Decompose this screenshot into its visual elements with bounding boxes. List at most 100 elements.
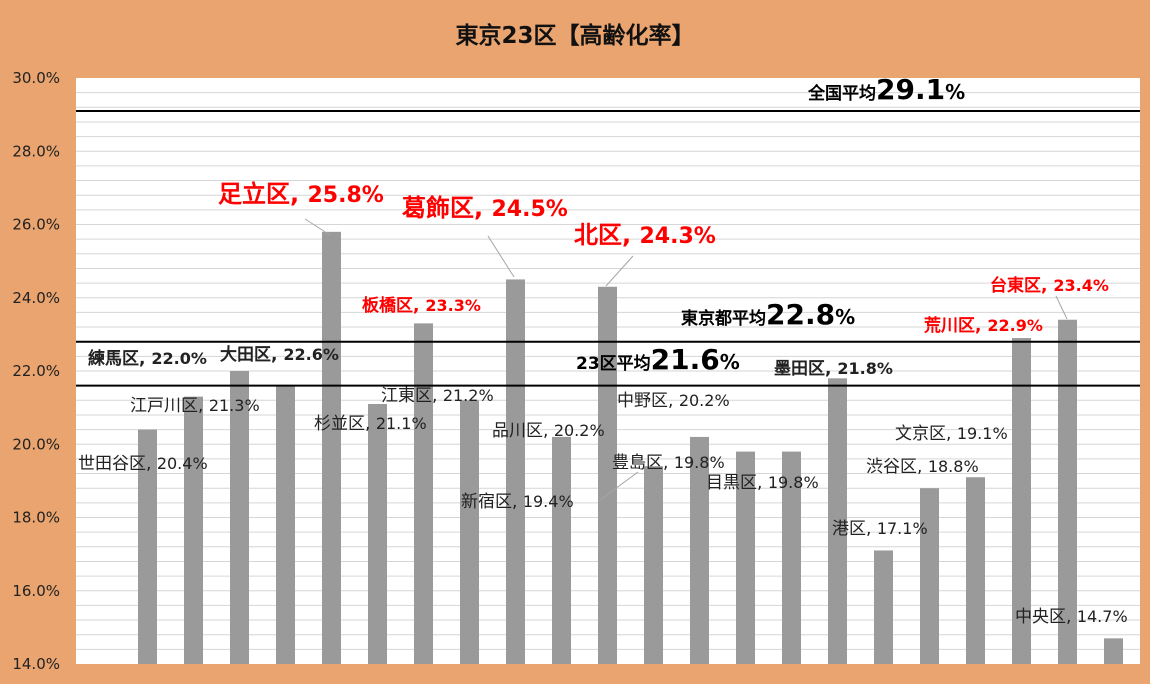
data-labels: 世田谷区, 20.4% 江戸川区, 21.3% 練馬区, 22.0% 大田区, 22.… <box>78 73 1128 627</box>
bar-北区 <box>598 286 617 664</box>
y-tick-label: 14.0% <box>12 655 60 673</box>
data-label-value: 23.4% <box>1053 276 1109 295</box>
data-label-name: 台東区, <box>990 275 1053 296</box>
data-label: 港区, 17.1% <box>832 519 928 539</box>
data-label: 江戸川区, 21.3% <box>130 396 260 416</box>
data-label-value: 21.1% <box>376 414 427 433</box>
data-label-name: 大田区, <box>220 344 283 365</box>
chart-title: 東京23区【高齢化率】 <box>455 22 694 49</box>
data-label-value: 20.2% <box>554 421 605 440</box>
data-label: 台東区, 23.4% <box>990 275 1109 296</box>
bar-練馬区 <box>230 371 249 664</box>
data-label-value: 20.2% <box>679 391 730 410</box>
y-tick-label: 30.0% <box>12 69 60 87</box>
bar-文京区 <box>966 477 985 664</box>
bar-品川区 <box>552 436 571 664</box>
data-label: 練馬区, 22.0% <box>88 348 207 369</box>
data-label-value: 22.0% <box>151 349 207 368</box>
data-label-value: 18.8% <box>928 457 979 476</box>
data-label: 文京区, 19.1% <box>895 424 1008 444</box>
reference-line-percent: % <box>945 80 965 104</box>
y-tick-label: 22.0% <box>12 362 60 380</box>
bar-板橋区 <box>414 323 433 664</box>
data-label-name: 渋谷区, <box>866 457 928 477</box>
data-label-value: 17.1% <box>877 519 928 538</box>
reference-line-label: 23区平均21.6% <box>576 343 740 376</box>
bar-中野区 <box>690 436 709 664</box>
data-label: 江東区, 21.2% <box>381 386 494 406</box>
reference-line-value: 21.6 <box>651 343 720 376</box>
reference-line-percent: % <box>720 350 740 374</box>
data-label-name: 江戸川区, <box>130 396 209 416</box>
reference-line-value: 29.1 <box>876 73 945 106</box>
reference-line-name: 全国平均 <box>807 83 876 104</box>
data-label-name: 板橋区, <box>362 295 425 316</box>
data-label-value: 19.1% <box>957 424 1008 443</box>
y-tick-label: 16.0% <box>12 582 60 600</box>
data-label-value: 14.7% <box>1077 607 1128 626</box>
data-label-name: 品川区, <box>492 421 554 441</box>
bar-港区 <box>874 550 893 664</box>
data-label-value: 20.4% <box>157 454 208 473</box>
data-label-value: 21.8% <box>837 359 893 378</box>
reference-lines <box>76 109 1140 387</box>
reference-line-name: 東京都平均 <box>681 308 766 329</box>
bar-世田谷区 <box>138 429 157 664</box>
bar-台東区 <box>1058 319 1077 664</box>
data-label-name: 豊島区, <box>612 453 674 473</box>
bar-荒川区 <box>1012 338 1031 664</box>
data-label-name: 中野区, <box>617 391 679 411</box>
bar-墨田区 <box>828 378 847 664</box>
bar-目黒区 <box>782 451 801 664</box>
data-label: 北区, 24.3% <box>574 221 716 249</box>
data-label-name: 港区, <box>832 519 877 539</box>
reference-line-name: 23区平均 <box>576 353 651 374</box>
data-label: 杉並区, 21.1% <box>314 414 427 434</box>
leader-line <box>599 471 639 501</box>
y-tick-label: 28.0% <box>12 142 60 160</box>
y-tick-label: 20.0% <box>12 435 60 453</box>
reference-line-value: 22.8 <box>766 298 835 331</box>
bar-新宿区 <box>644 466 663 664</box>
data-label-value: 24.3% <box>639 224 715 249</box>
data-label-value: 22.9% <box>987 316 1043 335</box>
data-label: 板橋区, 23.3% <box>362 295 481 316</box>
data-label: 新宿区, 19.4% <box>461 492 574 512</box>
data-label-name: 北区, <box>574 221 639 249</box>
leader-line <box>605 255 634 287</box>
bars <box>138 231 1123 664</box>
data-label-value: 24.5% <box>491 197 567 222</box>
bar-杉並区 <box>368 403 387 664</box>
data-label: 中央区, 14.7% <box>1015 607 1128 627</box>
data-label-value: 25.8% <box>307 183 383 208</box>
data-label-name: 練馬区, <box>88 348 151 369</box>
data-label: 墨田区, 21.8% <box>774 359 893 379</box>
bar-葛飾区 <box>506 279 525 664</box>
data-label: 荒川区, 22.9% <box>923 315 1043 336</box>
data-label-name: 文京区, <box>895 424 957 444</box>
data-label-value: 19.4% <box>523 492 574 511</box>
leader-line <box>1055 295 1068 320</box>
data-label-name: 中央区, <box>1015 607 1077 627</box>
bar-江東区 <box>460 400 479 664</box>
bar-豊島区 <box>736 451 755 664</box>
data-label-value: 23.3% <box>425 296 481 315</box>
bar-足立区 <box>322 231 341 664</box>
bar-渋谷区 <box>920 488 939 664</box>
data-label-name: 荒川区, <box>923 315 987 336</box>
data-label-value: 19.8% <box>674 453 725 472</box>
data-label: 豊島区, 19.8% <box>612 453 725 473</box>
leader-line <box>304 218 331 236</box>
y-tick-label: 26.0% <box>12 216 60 234</box>
bar-中央区 <box>1104 638 1123 664</box>
y-axis-tick-labels: 14.0% 16.0% 18.0% 20.0% 22.0% 24.0% 26.0% 28.0%… <box>12 69 60 673</box>
bar-大田区 <box>276 385 295 664</box>
data-label-name: 目黒区, <box>706 473 768 493</box>
data-label-name: 世田谷区, <box>78 454 157 474</box>
data-label-name: 墨田区, <box>774 359 837 379</box>
data-label: 大田区, 22.6% <box>220 344 339 365</box>
bar-江戸川区 <box>184 396 203 664</box>
reference-line-label: 東京都平均22.8% <box>681 298 855 331</box>
